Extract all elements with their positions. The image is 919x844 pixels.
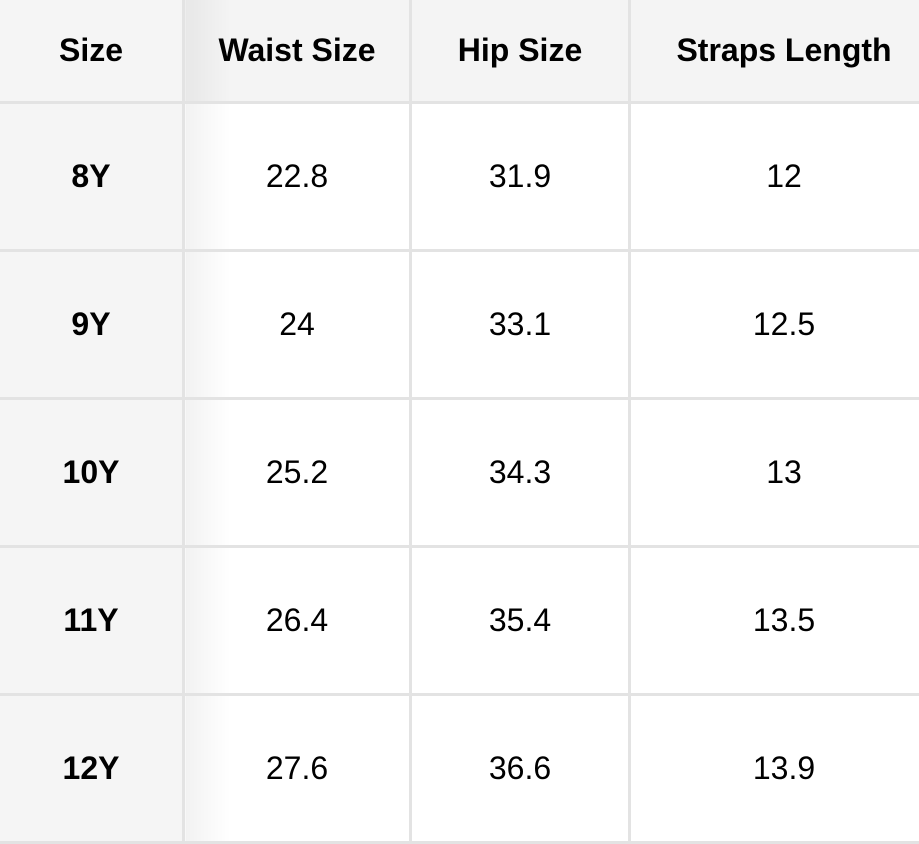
cell-size: 10Y bbox=[0, 399, 184, 547]
cell-waist-size: 26.4 bbox=[184, 547, 411, 695]
cell-hip-size: 33.1 bbox=[411, 251, 630, 399]
header-row: Size Waist Size Hip Size Straps Length bbox=[0, 0, 919, 103]
cell-straps-length: 12.5 bbox=[630, 251, 919, 399]
cell-straps-length: 13.9 bbox=[630, 695, 919, 843]
cell-size: 12Y bbox=[0, 695, 184, 843]
cell-size: 8Y bbox=[0, 103, 184, 251]
cell-hip-size: 35.4 bbox=[411, 547, 630, 695]
cell-waist-size: 24 bbox=[184, 251, 411, 399]
cell-waist-size: 22.8 bbox=[184, 103, 411, 251]
cell-straps-length: 12 bbox=[630, 103, 919, 251]
cell-size: 9Y bbox=[0, 251, 184, 399]
cell-hip-size: 34.3 bbox=[411, 399, 630, 547]
header-hip-size: Hip Size bbox=[411, 0, 630, 103]
header-size: Size bbox=[0, 0, 184, 103]
cell-hip-size: 36.6 bbox=[411, 695, 630, 843]
cell-size: 11Y bbox=[0, 547, 184, 695]
cell-waist-size: 27.6 bbox=[184, 695, 411, 843]
header-waist-size: Waist Size bbox=[184, 0, 411, 103]
cell-straps-length: 13.5 bbox=[630, 547, 919, 695]
cell-straps-length: 13 bbox=[630, 399, 919, 547]
cell-waist-size: 25.2 bbox=[184, 399, 411, 547]
header-straps-length: Straps Length bbox=[630, 0, 919, 103]
cell-hip-size: 31.9 bbox=[411, 103, 630, 251]
